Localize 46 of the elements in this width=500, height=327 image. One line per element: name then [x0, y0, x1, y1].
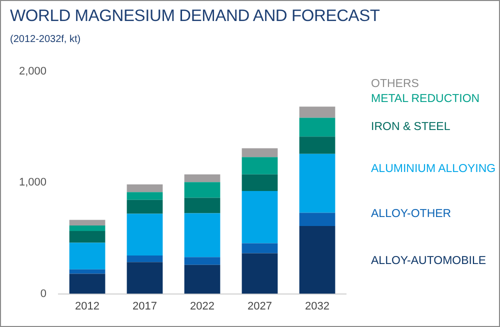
bar [69, 225, 106, 232]
bar [242, 148, 278, 158]
bar [299, 118, 336, 137]
y-tick-label: 0 [40, 288, 47, 300]
y-tick-label: 2,000 [18, 66, 47, 78]
bar [126, 200, 163, 214]
bar [126, 262, 163, 294]
bar [299, 106, 336, 118]
bar [69, 269, 106, 274]
bar [242, 157, 278, 174]
bar [184, 182, 220, 198]
x-tick-label: 2027 [248, 300, 272, 312]
bar [242, 253, 278, 294]
text: METAL REDUCTION [371, 93, 480, 105]
text: IRON & STEEL [371, 121, 450, 133]
bar [126, 184, 163, 192]
x-tick-label: 2022 [190, 300, 215, 312]
x-tick-label: 2012 [75, 300, 100, 312]
text: ALUMINIUM ALLOYING [371, 163, 496, 175]
bar [69, 220, 106, 226]
x-tick-label: 2017 [132, 300, 158, 312]
bar [299, 136, 336, 154]
bar [126, 192, 163, 200]
bar [69, 231, 106, 243]
text: ALLOY-OTHER [371, 208, 452, 220]
bar [184, 257, 220, 265]
bar [184, 198, 220, 214]
text: OTHERS [371, 78, 419, 90]
bar [299, 212, 336, 226]
bar [69, 242, 106, 270]
bar [126, 255, 163, 262]
y-tick-label: 1,000 [18, 176, 47, 189]
bar [242, 243, 278, 254]
bar [242, 174, 278, 192]
bar [242, 191, 278, 244]
text: ALLOY-AUTOMOBILE [371, 255, 486, 267]
chart-title: WORLD MAGNESIUM DEMAND AND FORECAST [10, 7, 380, 26]
chart-subtitle: (2012-2032f, kt) [10, 34, 81, 45]
bar [184, 174, 220, 182]
bar [69, 274, 106, 294]
bar [299, 226, 336, 294]
bar [299, 154, 336, 213]
bar [184, 264, 220, 294]
bar [184, 213, 220, 258]
bar [126, 214, 163, 256]
x-tick-label: 2032 [305, 300, 330, 312]
